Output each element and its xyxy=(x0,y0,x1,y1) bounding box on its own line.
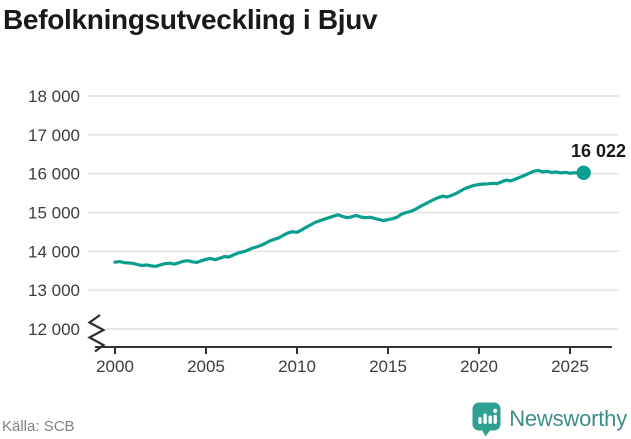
y-tick-label: 15 000 xyxy=(28,204,80,223)
y-tick-label: 17 000 xyxy=(28,126,80,145)
y-tick-label: 16 000 xyxy=(28,165,80,184)
x-tick-label: 2005 xyxy=(187,357,225,376)
chart-title: Befolkningsutveckling i Bjuv xyxy=(3,4,378,35)
latest-value-marker xyxy=(576,165,591,181)
y-tick-label: 18 000 xyxy=(28,87,80,106)
x-tick-label: 2020 xyxy=(460,357,498,376)
x-tick-label: 2010 xyxy=(278,357,316,376)
population-line xyxy=(113,168,586,268)
source-label: Källa: SCB xyxy=(2,418,75,435)
x-tick-label: 2015 xyxy=(369,357,407,376)
x-tick-label: 2025 xyxy=(551,357,589,376)
latest-value-label: 16 022 xyxy=(571,141,626,161)
axis-break-squiggle xyxy=(87,314,106,353)
newsworthy-wordmark: Newsworthy xyxy=(509,406,627,431)
bar-chart-speech-bubble-icon xyxy=(472,402,501,436)
newsworthy-logo[interactable]: Newsworthy xyxy=(472,401,627,437)
x-tick-label: 2000 xyxy=(96,357,134,376)
y-tick-label: 13 000 xyxy=(28,281,80,300)
y-tick-label: 12 000 xyxy=(28,320,80,339)
y-tick-label: 14 000 xyxy=(28,242,80,261)
